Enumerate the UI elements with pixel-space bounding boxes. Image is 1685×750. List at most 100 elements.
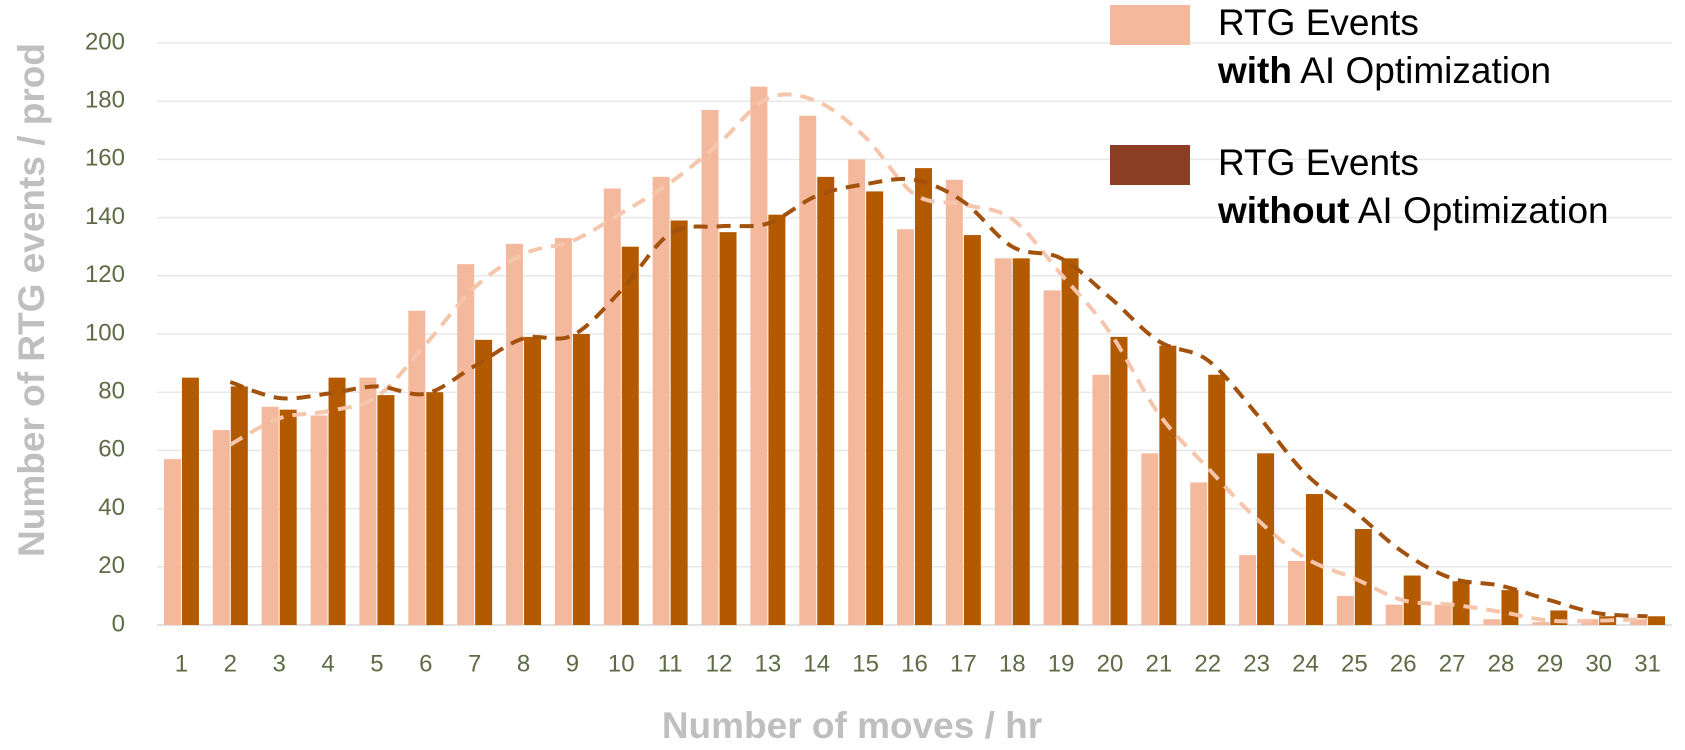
x-tick-label: 17 <box>950 650 977 677</box>
bar <box>572 334 590 625</box>
y-tick-label: 60 <box>98 436 125 463</box>
bar <box>1208 374 1226 625</box>
bar <box>1043 290 1061 625</box>
bar <box>1483 619 1501 625</box>
bar <box>1305 494 1323 625</box>
bar <box>1287 560 1305 625</box>
x-tick-label: 14 <box>803 650 830 677</box>
y-tick-label: 160 <box>85 145 125 172</box>
bar <box>261 406 279 625</box>
legend-label: RTG Events without AI Optimization <box>1217 142 1609 231</box>
y-tick-label: 80 <box>98 378 125 405</box>
bar <box>310 415 328 625</box>
bar <box>475 339 493 625</box>
x-tick-label: 4 <box>321 650 334 677</box>
bar <box>163 459 181 625</box>
y-tick-label: 200 <box>85 28 125 55</box>
x-tick-label: 27 <box>1439 650 1466 677</box>
bar <box>701 109 719 626</box>
x-tick-label: 29 <box>1536 650 1563 677</box>
bar <box>1452 581 1470 625</box>
x-tick-label: 2 <box>224 650 237 677</box>
bar <box>359 377 377 625</box>
bar <box>230 386 248 625</box>
x-tick-label: 24 <box>1292 650 1319 677</box>
bar <box>1190 482 1208 625</box>
bar <box>897 229 914 626</box>
x-tick-label: 28 <box>1488 650 1515 677</box>
x-tick-label: 25 <box>1341 650 1368 677</box>
bar <box>1532 622 1550 625</box>
legend-label: RTG Events with AI Optimization <box>1217 2 1551 91</box>
x-tick-label: 6 <box>419 650 432 677</box>
bar <box>1630 619 1648 625</box>
bar <box>1110 336 1128 625</box>
x-tick-label: 13 <box>755 650 782 677</box>
bar <box>279 409 297 625</box>
bar <box>621 246 639 625</box>
bar <box>1403 575 1421 625</box>
x-tick-label: 20 <box>1097 650 1124 677</box>
y-tick-label: 180 <box>85 87 125 114</box>
x-tick-label: 18 <box>999 650 1026 677</box>
bar <box>1159 345 1177 625</box>
bar <box>426 392 444 625</box>
trend-line <box>229 176 1648 619</box>
bar <box>1336 595 1354 625</box>
y-tick-label: 100 <box>85 319 125 346</box>
bar <box>1141 453 1159 625</box>
bar <box>1354 528 1372 625</box>
bar <box>1257 453 1275 625</box>
bar <box>328 377 346 625</box>
bar <box>524 336 542 625</box>
bar <box>719 232 737 625</box>
y-tick-label: 140 <box>85 203 125 230</box>
bar <box>963 235 981 625</box>
bar <box>652 176 670 626</box>
x-tick-label: 31 <box>1634 650 1661 677</box>
x-tick-label: 12 <box>706 650 733 677</box>
x-tick-label: 23 <box>1243 650 1270 677</box>
bar <box>1092 374 1110 625</box>
bar <box>181 377 199 625</box>
bar <box>1239 555 1257 625</box>
bar <box>994 258 1012 625</box>
x-tick-label: 30 <box>1585 650 1612 677</box>
bar <box>1385 604 1403 625</box>
x-tick-label: 5 <box>370 650 383 677</box>
bar <box>670 220 688 625</box>
x-tick-label: 8 <box>517 650 530 677</box>
bar <box>866 191 884 625</box>
bar <box>750 86 768 625</box>
bar <box>1061 258 1079 625</box>
bar <box>848 159 866 625</box>
y-tick-label: 0 <box>112 610 125 637</box>
bar <box>1648 616 1666 625</box>
x-tick-label: 7 <box>468 650 481 677</box>
x-tick-label: 21 <box>1146 650 1173 677</box>
x-tick-label: 10 <box>608 650 635 677</box>
bar <box>768 214 786 625</box>
x-tick-label: 16 <box>901 650 928 677</box>
y-tick-label: 40 <box>98 494 125 521</box>
legend-swatch <box>1110 5 1190 45</box>
x-tick-label: 1 <box>175 650 188 677</box>
bar <box>945 179 963 625</box>
bar <box>506 243 524 626</box>
y-tick-label: 20 <box>98 552 125 579</box>
bar <box>603 188 621 625</box>
bar <box>1012 258 1030 625</box>
y-tick-label: 120 <box>85 261 125 288</box>
x-tick-label: 3 <box>272 650 285 677</box>
bar <box>377 395 395 625</box>
bar <box>1501 590 1519 625</box>
x-tick-label: 26 <box>1390 650 1417 677</box>
bar <box>799 115 817 625</box>
bar <box>554 237 572 625</box>
x-tick-label: 11 <box>658 650 683 677</box>
x-tick-label: 9 <box>566 650 579 677</box>
bar <box>817 176 835 626</box>
bar <box>408 310 426 625</box>
